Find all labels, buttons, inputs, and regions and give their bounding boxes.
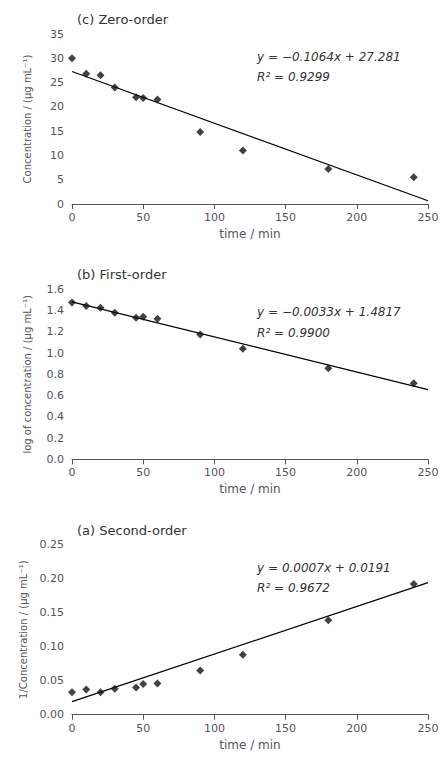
- svg-text:200: 200: [346, 722, 367, 735]
- svg-text:250: 250: [418, 722, 439, 735]
- svg-text:1.0: 1.0: [47, 347, 65, 360]
- svg-text:50: 50: [136, 722, 150, 735]
- svg-text:0: 0: [69, 466, 76, 479]
- svg-text:0: 0: [69, 211, 76, 224]
- svg-text:150: 150: [275, 466, 296, 479]
- svg-text:1.4: 1.4: [47, 304, 65, 317]
- svg-text:0.10: 0.10: [40, 640, 65, 653]
- svg-text:100: 100: [204, 211, 225, 224]
- svg-text:100: 100: [204, 722, 225, 735]
- svg-text:0: 0: [57, 198, 64, 211]
- svg-text:(a) Second-order: (a) Second-order: [77, 523, 187, 538]
- svg-text:time / min: time / min: [219, 227, 280, 241]
- svg-text:0.05: 0.05: [40, 674, 65, 687]
- svg-text:250: 250: [418, 211, 439, 224]
- svg-text:y = −0.0033x + 1.4817: y = −0.0033x + 1.4817: [256, 305, 401, 319]
- svg-text:Concentration / (μg mL⁻¹): Concentration / (μg mL⁻¹): [22, 55, 33, 184]
- svg-text:1.2: 1.2: [47, 325, 65, 338]
- svg-text:0.4: 0.4: [47, 410, 65, 423]
- svg-text:0.25: 0.25: [40, 538, 65, 551]
- svg-text:20: 20: [50, 100, 64, 113]
- svg-text:0.0: 0.0: [47, 453, 65, 466]
- svg-text:0.15: 0.15: [40, 606, 65, 619]
- svg-text:150: 150: [275, 722, 296, 735]
- svg-text:time / min: time / min: [219, 738, 280, 752]
- svg-text:200: 200: [346, 211, 367, 224]
- svg-text:(c) Zero-order: (c) Zero-order: [77, 12, 169, 27]
- svg-text:0.2: 0.2: [47, 432, 65, 445]
- svg-text:log of concentration / (μg mL⁻: log of concentration / (μg mL⁻¹): [22, 295, 33, 454]
- svg-text:R² = 0.9299: R² = 0.9299: [257, 70, 330, 84]
- svg-text:0: 0: [69, 722, 76, 735]
- svg-text:50: 50: [136, 466, 150, 479]
- svg-text:time / min: time / min: [219, 482, 280, 496]
- svg-text:(b) First-order: (b) First-order: [77, 267, 167, 282]
- svg-text:0.20: 0.20: [40, 572, 65, 585]
- svg-text:200: 200: [346, 466, 367, 479]
- svg-text:25: 25: [50, 76, 64, 89]
- svg-text:250: 250: [418, 466, 439, 479]
- svg-text:15: 15: [50, 125, 64, 138]
- svg-text:5: 5: [57, 173, 64, 186]
- svg-text:R² = 0.9900: R² = 0.9900: [257, 326, 330, 340]
- svg-text:35: 35: [50, 28, 64, 41]
- svg-text:0.6: 0.6: [47, 389, 65, 402]
- svg-text:1.6: 1.6: [47, 283, 65, 296]
- svg-text:y = 0.0007x + 0.0191: y = 0.0007x + 0.0191: [256, 561, 391, 575]
- svg-text:1/Concentration / (μg mL⁻¹): 1/Concentration / (μg mL⁻¹): [18, 560, 29, 699]
- svg-text:R² = 0.9672: R² = 0.9672: [257, 581, 330, 595]
- svg-text:10: 10: [50, 149, 64, 162]
- svg-text:150: 150: [275, 211, 296, 224]
- svg-text:0.00: 0.00: [40, 708, 65, 721]
- svg-text:y = −0.1064x + 27.281: y = −0.1064x + 27.281: [256, 50, 401, 64]
- svg-text:50: 50: [136, 211, 150, 224]
- svg-text:30: 30: [50, 52, 64, 65]
- svg-text:0.8: 0.8: [47, 368, 65, 381]
- svg-text:100: 100: [204, 466, 225, 479]
